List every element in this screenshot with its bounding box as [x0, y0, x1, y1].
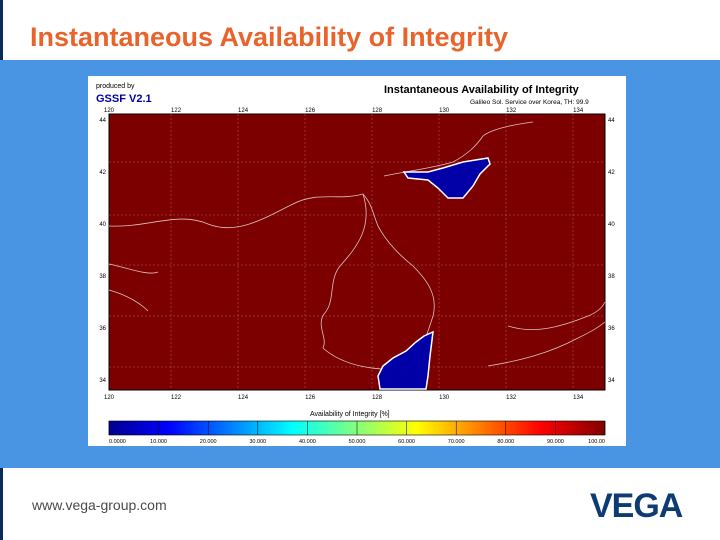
x-tick-top: 124	[238, 108, 249, 114]
y-tick-left: 34	[99, 378, 106, 384]
figure-title: Instantaneous Availability of Integrity	[384, 84, 580, 96]
x-tick-top: 120	[104, 108, 115, 114]
y-tick-left: 36	[99, 326, 106, 332]
x-tick-bottom: 126	[305, 395, 316, 401]
x-tick-top: 130	[439, 108, 450, 114]
x-tick-top: 134	[573, 108, 584, 114]
x-tick-top: 122	[171, 108, 182, 114]
y-tick-right: 40	[608, 222, 615, 228]
colorbar-tick-label: 20.000	[200, 439, 217, 445]
y-tick-left: 44	[99, 118, 106, 124]
colorbar-ticks: 0.0000 10.000 20.000 30.000 40.000 50.000 60.0…	[108, 421, 606, 445]
colorbar-tick-label: 70.000	[448, 439, 465, 445]
software-label: GSSF V2.1	[96, 93, 152, 105]
colorbar-tick-label: 60.000	[398, 439, 415, 445]
colorbar-tick-label: 0.0000	[109, 439, 126, 445]
x-tick-top: 126	[305, 108, 316, 114]
x-tick-bottom: 120	[104, 395, 115, 401]
y-tick-right: 34	[608, 378, 615, 384]
y-tick-right: 42	[608, 170, 615, 176]
availability-map-svg: produced by GSSF V2.1 Instantaneous Avai…	[96, 83, 615, 445]
bottom-axis-ticks: 120 122 124 126 128 130 132 134	[104, 395, 584, 401]
low-availability-region-north	[402, 157, 491, 199]
colorbar-tick-label: 90.000	[547, 439, 564, 445]
low-availability-region-south	[377, 330, 434, 390]
left-axis-ticks: 44 42 40 38 36 34	[99, 118, 106, 384]
figure-subtitle: Galileo Sol. Service over Korea, TH: 99.…	[470, 99, 589, 106]
colorbar-tick-label: 100.00	[588, 439, 605, 445]
y-tick-right: 36	[608, 326, 615, 332]
x-tick-top: 128	[372, 108, 383, 114]
colorbar-tick-label: 10.000	[150, 439, 167, 445]
top-axis-ticks: 120 122 124 126 128 130 132 134	[104, 108, 584, 114]
y-tick-left: 42	[99, 170, 106, 176]
vega-logo-text: VEGA	[590, 487, 683, 522]
x-tick-bottom: 122	[171, 395, 182, 401]
colorbar-tick-label: 30.000	[249, 439, 266, 445]
y-tick-left: 40	[99, 222, 106, 228]
slide-title: Instantaneous Availability of Integrity	[30, 22, 509, 52]
vega-logo: VEGA	[590, 487, 684, 522]
map-heatmap	[108, 113, 606, 391]
x-tick-bottom: 128	[372, 395, 383, 401]
x-tick-bottom: 130	[439, 395, 450, 401]
x-tick-bottom: 124	[238, 395, 249, 401]
y-tick-right: 38	[608, 274, 615, 280]
colorbar-tick-label: 40.000	[299, 439, 316, 445]
x-tick-bottom: 134	[573, 395, 584, 401]
availability-figure: produced by GSSF V2.1 Instantaneous Avai…	[88, 76, 626, 446]
footer-url[interactable]: www.vega-group.com	[32, 497, 167, 513]
right-axis-ticks: 44 42 40 38 36 34	[608, 118, 615, 384]
y-tick-left: 38	[99, 274, 106, 280]
x-tick-top: 132	[506, 108, 517, 114]
x-tick-bottom: 132	[506, 395, 517, 401]
map-grid	[109, 114, 605, 390]
colorbar-tick-label: 80.000	[497, 439, 514, 445]
coastlines	[108, 121, 606, 370]
y-tick-right: 44	[608, 118, 615, 124]
produced-by-label: produced by	[96, 83, 135, 90]
colorbar-tick-label: 50.000	[349, 439, 366, 445]
colorbar-label: Availability of Integrity [%]	[310, 411, 390, 418]
